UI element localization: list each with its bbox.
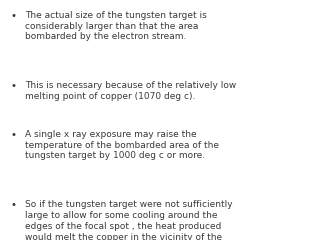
Text: A single x ray exposure may raise the
temperature of the bombarded area of the
t: A single x ray exposure may raise the te… <box>25 130 219 160</box>
Text: So if the tungsten target were not sufficiently
large to allow for some cooling : So if the tungsten target were not suffi… <box>25 200 233 240</box>
Text: •: • <box>11 130 16 140</box>
Text: The actual size of the tungsten target is
considerably larger than that the area: The actual size of the tungsten target i… <box>25 11 207 41</box>
Text: •: • <box>11 200 16 210</box>
Text: •: • <box>11 81 16 91</box>
Text: This is necessary because of the relatively low
melting point of copper (1070 de: This is necessary because of the relativ… <box>25 81 236 101</box>
Text: •: • <box>11 11 16 21</box>
